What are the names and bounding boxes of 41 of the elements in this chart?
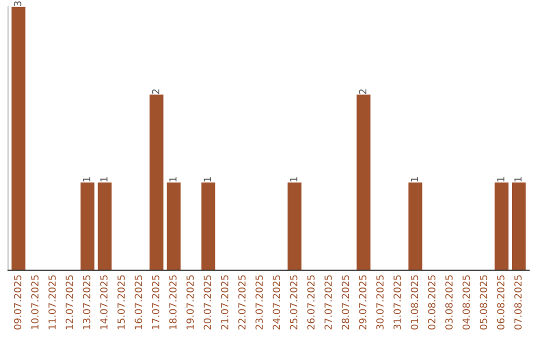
data-label: 1 xyxy=(169,177,176,182)
data-label: 1 xyxy=(410,177,418,182)
x-tick-label: 22.07.2025 xyxy=(238,275,246,330)
x-tick-label: 17.07.2025 xyxy=(152,275,160,330)
data-label: 1 xyxy=(83,177,90,182)
data-label: 1 xyxy=(100,177,108,182)
data-label: 1 xyxy=(497,177,504,182)
x-tick-label: 23.07.2025 xyxy=(255,275,263,330)
x-tick-label: 12.07.2025 xyxy=(66,275,74,330)
x-tick-label: 18.07.2025 xyxy=(169,275,177,330)
x-tick-label: 01.08.2025 xyxy=(410,275,418,330)
x-tick-label: 31.07.2025 xyxy=(394,275,401,330)
data-label: 3 xyxy=(14,1,22,6)
x-tick-label: 10.07.2025 xyxy=(31,275,39,330)
x-tick-label: 11.07.2025 xyxy=(48,275,56,330)
x-tick-label: 21.07.2025 xyxy=(220,275,228,330)
x-tick-label: 26.07.2025 xyxy=(307,275,315,330)
x-tick-label: 09.07.2025 xyxy=(14,275,22,330)
data-label: 1 xyxy=(514,177,522,182)
x-tick-label: 02.08.2025 xyxy=(428,275,436,330)
x-tick-label: 05.08.2025 xyxy=(480,275,488,330)
x-tick-label: 20.07.2025 xyxy=(204,275,212,330)
data-label: 2 xyxy=(359,89,366,94)
x-tick-label: 28.07.2025 xyxy=(342,275,350,330)
x-tick-label: 15.07.2025 xyxy=(117,275,125,330)
x-tick-label: 30.07.2025 xyxy=(376,275,384,330)
x-tick-label: 04.08.2025 xyxy=(462,275,470,330)
data-label: 2 xyxy=(152,89,160,94)
x-tick-label: 16.07.2025 xyxy=(134,275,142,330)
x-tick-label: 27.07.2025 xyxy=(324,275,332,330)
data-label: 1 xyxy=(204,177,211,182)
x-tick-label: 24.07.2025 xyxy=(272,275,280,330)
x-tick-label: 19.07.2025 xyxy=(186,275,194,330)
x-tick-label: 07.08.2025 xyxy=(514,275,522,330)
x-tick-label: 14.07.2025 xyxy=(100,275,108,330)
data-label: 1 xyxy=(290,177,298,182)
x-tick-label: 13.07.2025 xyxy=(82,275,90,330)
x-tick-label: 06.08.2025 xyxy=(497,275,504,330)
x-tick-label: 29.07.2025 xyxy=(359,275,366,330)
x-tick-label: 03.08.2025 xyxy=(445,275,453,330)
x-tick-label: 25.07.2025 xyxy=(290,275,298,330)
